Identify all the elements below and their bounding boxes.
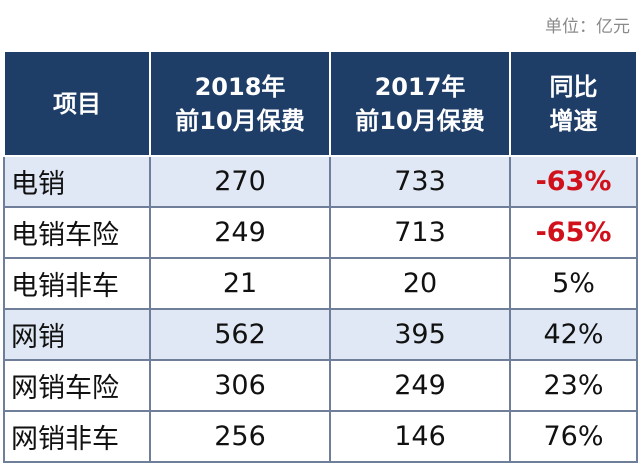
row-item: 电销车险: [3, 206, 151, 259]
header-2018: 2018年 前10月保费: [149, 50, 331, 157]
premium-table: 项目 2018年 前10月保费 2017年 前10月保费 同比 增速 电销 27…: [3, 50, 638, 463]
unit-note: 单位：亿元: [545, 17, 630, 37]
header-2017: 2017年 前10月保费: [329, 50, 511, 157]
row-2017-value: 146: [329, 410, 511, 463]
header-growth-line1: 同比: [549, 72, 598, 101]
table-row: 电销车险 249 713 -65%: [3, 206, 638, 259]
row-2017-value: 249: [329, 359, 511, 412]
row-growth: 23%: [509, 359, 638, 412]
row-item: 电销非车: [3, 257, 151, 310]
header-item: 项目: [3, 50, 151, 157]
header-2017-year: 2017年: [374, 72, 466, 101]
row-item: 网销非车: [3, 410, 151, 463]
row-2018-value: 270: [149, 155, 331, 208]
table-row: 电销 270 733 -63%: [3, 155, 638, 208]
table-row: 网销车险 306 249 23%: [3, 359, 638, 412]
row-2018-value: 21: [149, 257, 331, 310]
row-2018-value: 306: [149, 359, 331, 412]
row-growth: -63%: [509, 155, 638, 208]
header-item-label: 项目: [53, 89, 101, 118]
row-2017-value: 713: [329, 206, 511, 259]
row-2017-value: 20: [329, 257, 511, 310]
row-2017-value: 395: [329, 308, 511, 361]
row-growth: 42%: [509, 308, 638, 361]
row-2018-value: 256: [149, 410, 331, 463]
row-item: 网销: [3, 308, 151, 361]
header-growth: 同比 增速: [509, 50, 638, 157]
header-2018-desc: 前10月保费: [175, 106, 305, 135]
header-2017-desc: 前10月保费: [355, 106, 485, 135]
row-item: 电销: [3, 155, 151, 208]
header-2018-year: 2018年: [194, 72, 286, 101]
row-2018-value: 562: [149, 308, 331, 361]
row-2018-value: 249: [149, 206, 331, 259]
row-growth: 76%: [509, 410, 638, 463]
table-row: 网销非车 256 146 76%: [3, 410, 638, 463]
row-growth: -65%: [509, 206, 638, 259]
table-row: 网销 562 395 42%: [3, 308, 638, 361]
table-header-row: 项目 2018年 前10月保费 2017年 前10月保费 同比 增速: [3, 50, 638, 157]
row-item: 网销车险: [3, 359, 151, 412]
table-row: 电销非车 21 20 5%: [3, 257, 638, 310]
header-growth-line2: 增速: [549, 106, 598, 135]
row-2017-value: 733: [329, 155, 511, 208]
row-growth: 5%: [509, 257, 638, 310]
